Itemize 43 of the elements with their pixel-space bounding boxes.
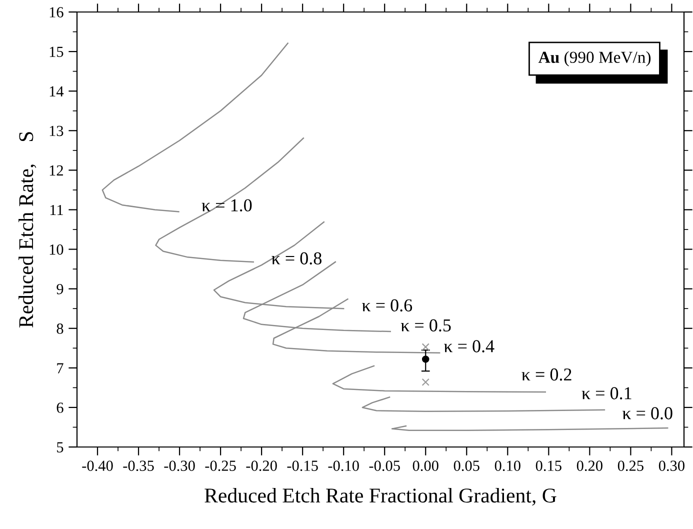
x-tick-label: -0.15	[287, 460, 318, 472]
annotation: κ = 0.2	[522, 368, 572, 381]
line-series	[332, 365, 546, 393]
y-axis-title: Reduced Etch Rate, S	[18, 132, 36, 328]
x-tick-label: 0.00	[412, 460, 438, 472]
annotation: κ = 0.1	[582, 387, 632, 400]
x-tick-label: 0.25	[618, 460, 644, 472]
annotation: κ = 0.4	[444, 340, 494, 352]
x-tick-label: 0.20	[576, 460, 602, 472]
annotation: κ = 1.0	[202, 199, 252, 212]
annotation: κ = 0.0	[622, 407, 672, 420]
annotation: κ = 0.5	[400, 319, 451, 332]
x-tick-label: -0.25	[205, 460, 236, 472]
y-tick-label: 5	[57, 442, 64, 452]
y-tick-label: 13	[50, 126, 64, 136]
y-tick-label: 10	[50, 244, 64, 255]
point	[422, 356, 430, 363]
y-tick-label: 14	[50, 86, 64, 96]
x-tick-label: -0.35	[123, 460, 154, 472]
y-tick-label: 15	[50, 46, 64, 57]
x-tick-label: -0.30	[164, 460, 195, 472]
y-tick-label: 8	[56, 324, 64, 334]
x-tick-label: 0.30	[658, 460, 684, 472]
x-axis-title: Reduced Etch Rate Fractional Gradient, G	[204, 488, 556, 506]
annotation: κ = 0.8	[272, 252, 322, 265]
y-tick-label: 12	[50, 165, 63, 176]
y-tick-label: 16	[50, 7, 64, 18]
x-tick-label: -0.20	[246, 460, 277, 472]
point	[422, 343, 430, 351]
y-tick-label: 7	[57, 363, 64, 374]
x-tick-label: -0.05	[369, 460, 400, 472]
x-tick-label: -0.40	[82, 460, 113, 472]
x-tick-label: 0.10	[494, 460, 520, 472]
y-tick-label: 6	[56, 402, 64, 413]
x-tick-label: 0.05	[454, 460, 480, 472]
y-tick-label: 9	[56, 284, 64, 294]
point	[422, 378, 430, 386]
line-series	[102, 42, 288, 212]
y-tick-label: 11	[50, 204, 63, 216]
x-tick-label: 0.15	[536, 460, 562, 472]
annotation: Au (990 MeV/n)	[538, 51, 651, 66]
annotation: κ = 0.6	[362, 299, 412, 312]
x-tick-label: -0.10	[328, 460, 359, 472]
